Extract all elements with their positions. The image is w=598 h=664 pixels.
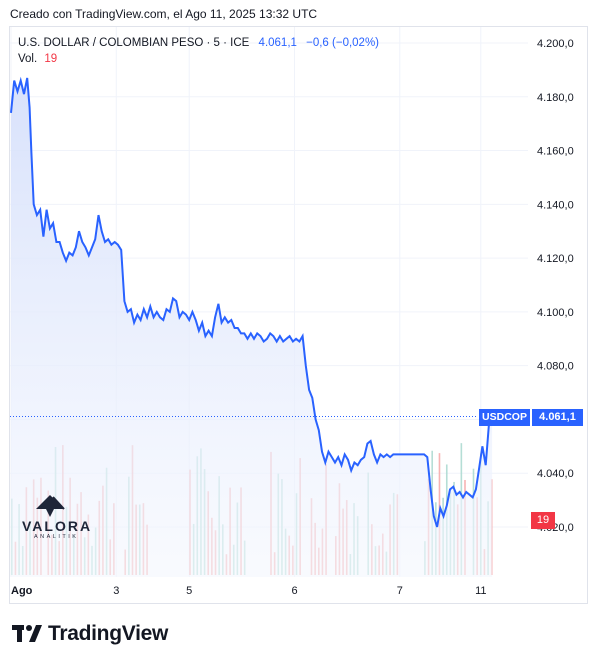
watermark-name: VALORA [22, 518, 93, 534]
footer-logo[interactable]: TradingView [12, 622, 168, 646]
y-axis-labels: 4.020,04.040,04.060,04.080,04.100,04.120… [537, 38, 574, 534]
legend-volume-value: 19 [44, 53, 58, 65]
valora-logo-icon [36, 495, 65, 517]
x-axis-labels: Ago 3 5 6 7 11 [11, 585, 487, 597]
y-tick-label: 4.100,0 [537, 307, 574, 319]
x-tick-label: 5 [186, 585, 192, 597]
y-tick-label: 4.120,0 [537, 253, 574, 265]
chart-caption: Creado con TradingView.com, el Ago 11, 2… [10, 7, 318, 21]
legend-change: −0,6 (−0,02%) [306, 37, 380, 49]
volume-tag: 19 [531, 512, 555, 529]
x-tick-label: 11 [475, 585, 486, 597]
price-line [10, 76, 493, 528]
x-tick-label: 3 [113, 585, 119, 597]
x-tick-label: 7 [397, 585, 403, 597]
y-tick-label: 4.200,0 [537, 38, 574, 50]
legend-last-price: 4.061,1 [258, 37, 297, 49]
x-tick-label: 6 [291, 585, 297, 597]
tradingview-logo-icon [12, 623, 42, 645]
y-tick-label: 4.160,0 [537, 146, 574, 158]
x-tick-label: Ago [11, 585, 33, 597]
footer-brand: TradingView [48, 622, 169, 645]
y-tick-label: 4.180,0 [537, 92, 574, 104]
price-area [11, 78, 493, 577]
y-tick-label: 4.140,0 [537, 199, 574, 211]
legend-symbol: U.S. DOLLAR / COLOMBIAN PESO · 5 · ICE [18, 37, 250, 49]
y-tick-label: 4.040,0 [537, 468, 574, 480]
symbol-tag: USDCOP [479, 409, 530, 426]
chart-legend: U.S. DOLLAR / COLOMBIAN PESO · 5 · ICE 4… [18, 35, 379, 67]
y-tick-label: 4.080,0 [537, 361, 574, 373]
last-price-tag: 4.061,1 [532, 409, 583, 426]
watermark-sub: ANALITIK [34, 534, 79, 540]
legend-volume-label: Vol. [18, 53, 38, 65]
